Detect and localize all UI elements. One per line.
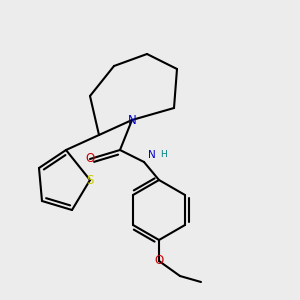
Text: O: O [85, 152, 94, 166]
Text: N: N [128, 113, 136, 127]
Text: N: N [148, 149, 155, 160]
Text: H: H [160, 150, 167, 159]
Text: S: S [86, 173, 94, 187]
Text: O: O [154, 254, 164, 268]
